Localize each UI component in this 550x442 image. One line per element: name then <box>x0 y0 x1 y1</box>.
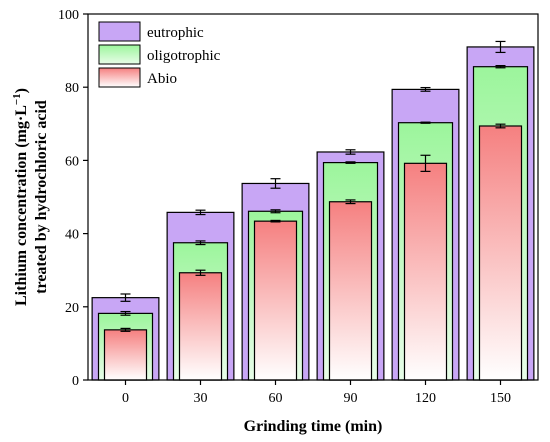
error-bar-abio-120 <box>420 154 431 172</box>
legend-swatch-eutrophic <box>98 21 141 42</box>
y-tick-label-60: 60 <box>65 154 79 169</box>
y-tick-label-20: 20 <box>65 301 79 316</box>
error-bar-abio-90 <box>345 199 356 205</box>
y-axis-title-line1: Lithium concentration (mg·L−1) <box>11 88 30 306</box>
x-tick-label-150: 150 <box>490 391 511 406</box>
error-bar-abio-0 <box>120 327 131 332</box>
y-axis-title: Lithium concentration (mg·L−1) treated b… <box>11 88 50 306</box>
legend-swatch-oligotrophic <box>98 44 141 65</box>
legend-label-abio: Abio <box>147 71 177 87</box>
axis-layer: 0 20 40 60 80 100 0 30 60 90 120 150 <box>58 8 511 406</box>
bar-abio-60 <box>253 220 298 381</box>
x-tick-label-90: 90 <box>344 391 358 406</box>
x-tick-label-0: 0 <box>122 391 129 406</box>
error-bar-abio-150 <box>495 123 506 129</box>
y-tick-label-100: 100 <box>58 8 79 23</box>
error-bar-oligotrophic-90 <box>345 161 356 164</box>
error-bar-eutrophic-30 <box>195 209 206 216</box>
bar-abio-0 <box>103 329 148 381</box>
bar-abio-150 <box>478 125 523 381</box>
x-tick-label-120: 120 <box>415 391 436 406</box>
bar-abio-120 <box>403 162 448 381</box>
bar-abio-90 <box>328 201 373 381</box>
legend-label-eutrophic: eutrophic <box>147 25 204 41</box>
error-bar-oligotrophic-150 <box>495 65 506 69</box>
error-bar-eutrophic-0 <box>120 293 131 302</box>
error-bar-eutrophic-120 <box>420 86 431 92</box>
error-bar-abio-30 <box>195 269 206 276</box>
x-axis-title: Grinding time (min) <box>244 418 383 435</box>
legend-swatch-abio <box>98 67 141 88</box>
y-axis-title-line2: treated by hydrochloric acid <box>33 100 50 294</box>
bar-abio-30 <box>178 272 223 381</box>
error-bar-oligotrophic-60 <box>270 209 281 214</box>
bars-layer <box>91 40 535 381</box>
plot-frame <box>87 13 539 381</box>
error-bar-oligotrophic-0 <box>120 310 131 316</box>
error-bar-abio-60 <box>270 219 281 223</box>
error-bar-eutrophic-60 <box>270 178 281 189</box>
y-tick-label-0: 0 <box>72 374 79 389</box>
y-tick-label-80: 80 <box>65 81 79 96</box>
y-tick-label-40: 40 <box>65 228 79 243</box>
x-tick-label-60: 60 <box>269 391 283 406</box>
error-bar-oligotrophic-30 <box>195 240 206 246</box>
error-bar-eutrophic-150 <box>495 40 506 54</box>
legend: eutrophic oligotrophic Abio <box>98 21 221 88</box>
error-bar-oligotrophic-120 <box>420 121 431 124</box>
legend-label-oligotrophic: oligotrophic <box>147 48 221 64</box>
x-tick-label-30: 30 <box>194 391 208 406</box>
error-bar-eutrophic-90 <box>345 149 356 155</box>
